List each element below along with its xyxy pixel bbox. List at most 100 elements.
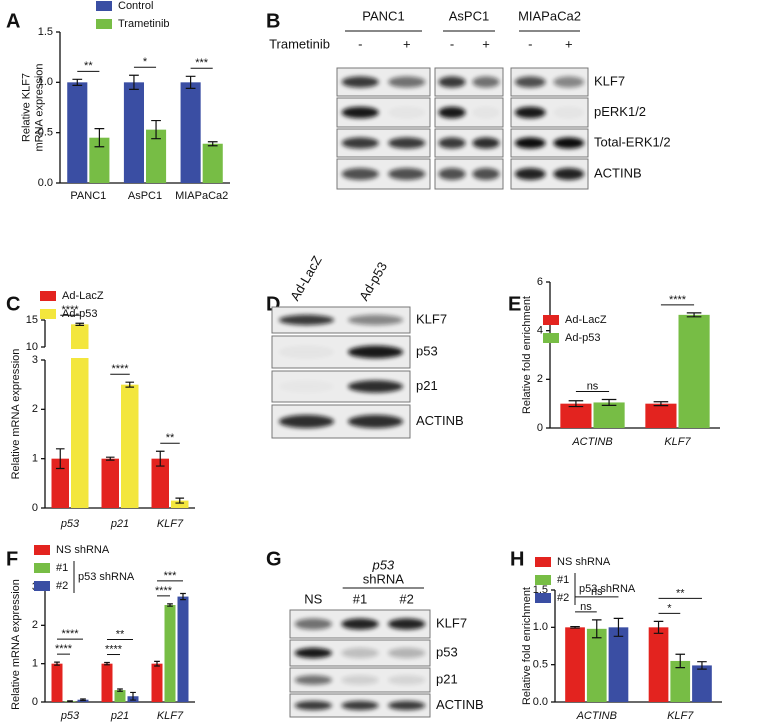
significance-label: **** [105,643,123,655]
legend-swatch [40,309,56,319]
axis-break [46,349,196,358]
blot-band [388,675,426,685]
legend-label: #2 [557,592,569,604]
blot-band [294,618,333,630]
bar [180,82,201,183]
bar [608,627,629,702]
x-tick-label: KLF7 [667,710,694,722]
x-tick-label: ACTINB [576,710,617,722]
error-bar [129,74,139,90]
blot-band [347,414,404,429]
legend-label: #1 [56,562,68,574]
blot-band [388,168,426,180]
blot-row-label: pERK1/2 [594,104,646,119]
blot-row-label: p53 [436,644,458,659]
blot-row-label: ACTINB [416,413,464,428]
x-tick-label: KLF7 [157,710,184,722]
blot-band [347,345,404,359]
bar [645,403,677,428]
blot-band [472,107,499,119]
bar [67,82,88,183]
error-bar [591,619,602,639]
lane-label: Ad-p53 [356,259,390,303]
lane-label: - [450,36,454,51]
error-bar [105,456,115,461]
significance-label: ns [587,380,599,392]
blot-band [514,106,546,119]
blot-band [341,168,379,180]
bar [114,690,126,702]
y-axis-label: Relative mRNA expression [10,349,22,480]
blot-row-label: KLF7 [416,311,447,326]
significance-label: **** [55,643,73,655]
blot-row-label: p21 [416,378,438,393]
lane-label: + [403,36,411,51]
significance-label: *** [195,57,209,69]
bar [151,663,163,702]
error-bar [55,448,65,470]
panel-label: A [6,10,20,32]
blot-band [388,107,425,119]
blot-band [472,168,500,180]
lane-label: - [358,36,362,51]
error-bar [80,698,86,702]
blot-band [341,76,379,88]
legend-swatch [34,581,50,591]
significance-label: ns [580,601,592,613]
significance-label: ** [116,628,125,640]
significance-label: ns [591,586,603,598]
blot-band [514,168,546,180]
lane-label: #2 [399,591,413,606]
lane-label: #1 [353,591,367,606]
bar [101,458,119,508]
x-tick-label: ACTINB [571,436,612,448]
y-axis-label: Relative fold enrichment [521,296,533,414]
blot-band [472,76,500,88]
error-bar [601,398,617,406]
legend-swatch [96,1,112,11]
y-tick-label: 15 [26,314,38,326]
y-tick-label: 0.5 [38,127,53,139]
error-bar [155,450,165,467]
y-tick-label: 4 [537,325,543,337]
error-bar [185,75,196,89]
y-tick-label: 0.0 [38,177,53,189]
bar [670,660,691,702]
y-tick-label: 3 [32,354,38,366]
blot-band [294,700,333,711]
blot-group-label: AsPC1 [449,8,489,23]
lane-group-label: p53 [371,557,394,572]
blot-band [388,618,426,630]
y-axis-label: Relative mRNA expression [10,579,22,710]
y-tick-label: 1.5 [38,26,53,38]
y-axis-label: mRNA expression [33,63,45,151]
blot-band [278,414,335,429]
error-bar [613,617,624,637]
significance-label: **** [669,294,687,306]
error-bar [125,381,135,388]
legend-swatch [34,563,50,573]
legend-swatch [34,545,50,555]
legend-label: NS shRNA [56,544,110,556]
blot-band [341,675,379,685]
blot-band [553,107,584,119]
blot-band [347,314,404,326]
error-bar [207,141,218,147]
x-tick-label: PANC1 [70,190,106,202]
blot-band [347,380,404,393]
legend-label: #2 [56,580,68,592]
bar [121,384,139,508]
error-bar [104,661,110,666]
blot-band [472,137,500,149]
bar [648,627,669,702]
bar [89,137,110,183]
legend-swatch [40,291,56,301]
bar [171,500,189,508]
legend-swatch [535,593,551,603]
blot-band [438,106,466,119]
legend-swatch [96,19,112,29]
legend-label: Trametinib [118,18,170,30]
treatment-label: Trametinib [269,36,330,51]
error-bar [54,661,60,666]
